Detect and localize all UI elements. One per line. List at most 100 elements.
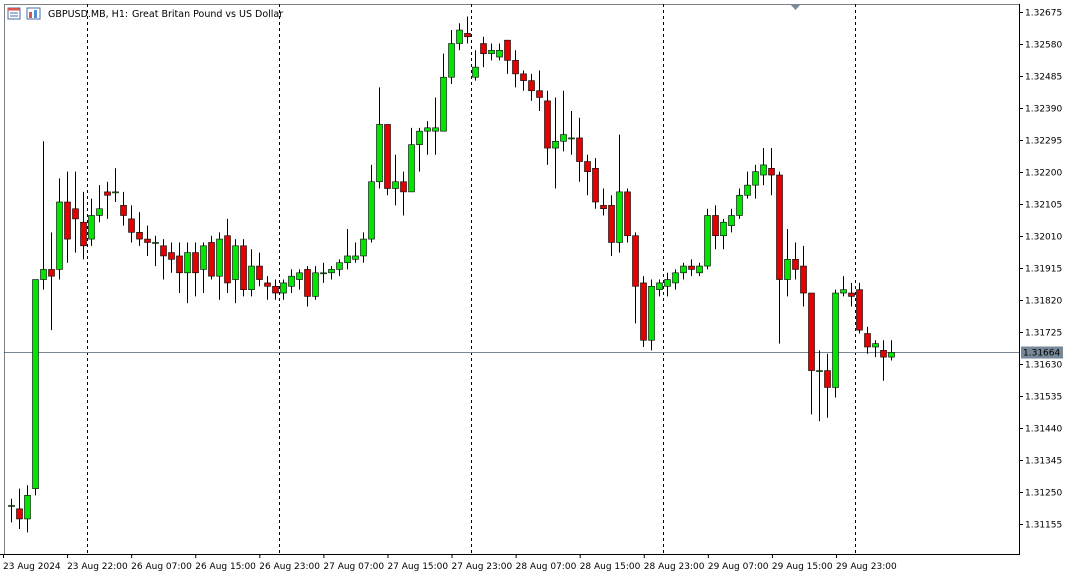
candle-49	[400, 171, 407, 216]
bear-candle-body	[536, 90, 543, 98]
candle-3	[32, 279, 39, 496]
session-separators	[87, 4, 856, 554]
plot-frame	[4, 4, 1020, 555]
current-price-label-bg	[1021, 346, 1063, 359]
candle-63	[512, 50, 519, 88]
time-tick-label: 26 Aug 23:00	[259, 562, 320, 572]
bear-candle-body	[824, 370, 831, 388]
price-tick-label: 1.31155	[1025, 521, 1062, 531]
bull-candle-body	[216, 238, 223, 277]
candle-78	[632, 232, 639, 324]
time-tick-label: 23 Aug 22:00	[67, 562, 128, 572]
bear-candle-body	[592, 167, 599, 203]
candle-69	[560, 90, 567, 152]
candle-102	[824, 353, 831, 418]
price-tick-label: 1.31535	[1025, 393, 1062, 403]
time-tick-label: 28 Aug 23:00	[644, 562, 705, 572]
price-tick-label: 1.32105	[1025, 201, 1062, 211]
candle-108	[872, 340, 879, 358]
bear-candle-body	[800, 265, 807, 294]
current-price-label-text: 1.31664	[1023, 349, 1060, 359]
candle-28	[232, 239, 239, 304]
bull-candle-body	[288, 275, 295, 287]
candle-93	[752, 164, 759, 199]
bear-candle-body	[608, 205, 615, 243]
time-tick-label: 27 Aug 15:00	[387, 562, 448, 572]
bull-candle-body	[680, 265, 687, 274]
candle-56	[456, 23, 463, 51]
candle-24	[200, 242, 207, 294]
bear-candle-body	[384, 124, 391, 189]
bull-candle-body	[736, 194, 743, 216]
candle-36	[296, 269, 303, 290]
candle-1	[16, 488, 23, 530]
price-tick-label: 1.31250	[1025, 489, 1062, 499]
candle-31	[256, 252, 263, 287]
bear-candle-body	[72, 208, 79, 220]
candle-35	[288, 269, 295, 294]
bull-candle-body	[704, 215, 711, 267]
candle-22	[184, 242, 191, 304]
bear-candle-body	[480, 43, 487, 54]
bear-candle-body	[640, 282, 647, 341]
candle-32	[264, 276, 271, 300]
bull-candle-body	[96, 208, 103, 216]
candle-11	[96, 185, 103, 223]
bear-candle-body	[464, 33, 471, 38]
bull-candle-body	[112, 191, 119, 194]
bull-candle-body	[696, 265, 703, 274]
candle-45	[368, 164, 375, 243]
candle-25	[208, 235, 215, 280]
bull-candle-body	[32, 279, 39, 489]
candle-10	[88, 198, 95, 246]
bear-candle-body	[624, 191, 631, 237]
candle-16	[136, 212, 143, 246]
bear-candle-body	[144, 238, 151, 243]
candle-34	[280, 279, 287, 300]
time-tick-label: 26 Aug 15:00	[195, 562, 256, 572]
current-price-label: 1.31664	[1021, 346, 1063, 359]
candle-90	[728, 208, 735, 233]
bear-candle-body	[528, 80, 535, 92]
bear-candle-body	[792, 259, 799, 270]
bull-candle-body	[552, 141, 559, 149]
candle-88	[712, 205, 719, 250]
candle-67	[544, 90, 551, 165]
bear-candle-body	[208, 242, 215, 277]
candle-74	[600, 188, 607, 216]
candle-96	[776, 171, 783, 344]
chart-window-icon[interactable]	[7, 7, 21, 20]
candle-110	[888, 340, 895, 361]
candle-106	[856, 282, 863, 334]
chart-type-icon[interactable]	[26, 7, 41, 20]
bull-candle-body	[40, 269, 47, 280]
bear-candle-body	[632, 235, 639, 287]
candle-33	[272, 279, 279, 300]
price-tick-label: 1.31630	[1025, 361, 1062, 371]
candle-62	[504, 39, 511, 74]
candle-41	[336, 259, 343, 277]
time-tick-label: 23 Aug 2024	[3, 562, 61, 572]
price-tick-label: 1.32675	[1025, 9, 1062, 19]
symbol-description: Great Britan Pound vs US Dollar	[132, 9, 283, 20]
bear-candle-body	[544, 100, 551, 149]
bull-candle-body	[432, 127, 439, 132]
candle-26	[216, 232, 223, 300]
bear-candle-body	[512, 60, 519, 75]
candle-59	[480, 36, 487, 68]
bear-candle-body	[584, 161, 591, 172]
candle-15	[128, 205, 135, 243]
candle-100	[808, 292, 815, 415]
candle-101	[816, 350, 823, 422]
candle-57	[464, 16, 471, 44]
candle-27	[224, 218, 231, 294]
bear-candle-body	[600, 205, 607, 210]
time-tick-label: 29 Aug 07:00	[708, 562, 769, 572]
price-tick-label: 1.32580	[1025, 41, 1062, 51]
candle-30	[248, 249, 255, 297]
bull-candle-body	[760, 164, 767, 176]
chart-shift-marker[interactable]	[790, 4, 801, 10]
candle-14	[120, 191, 127, 226]
candle-6	[56, 178, 63, 280]
